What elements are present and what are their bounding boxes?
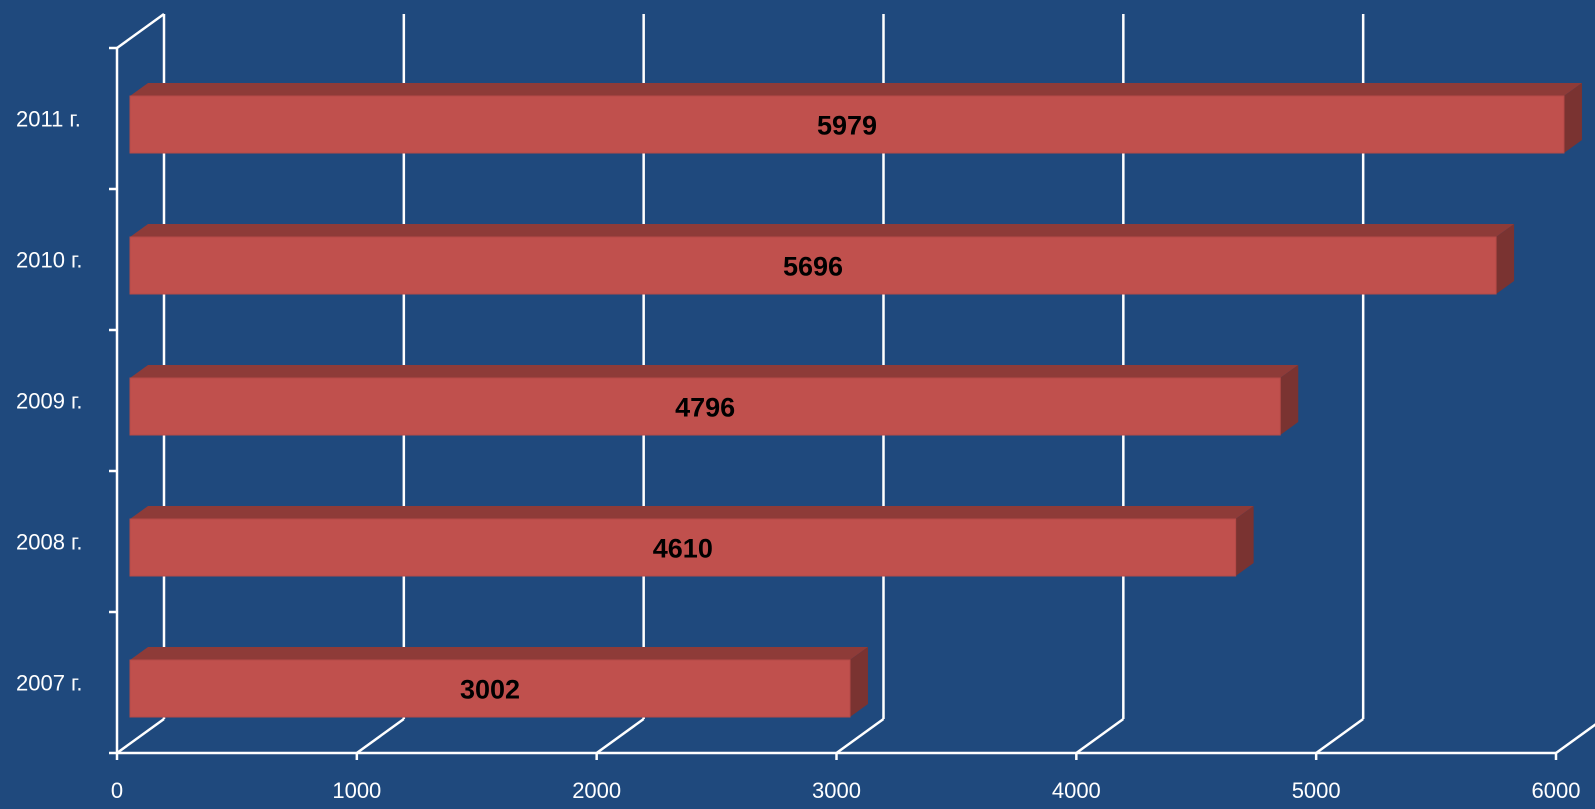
- bar: [129, 518, 1237, 577]
- bar-top-face: [130, 83, 1582, 96]
- x-tick-label: 1000: [332, 778, 381, 803]
- data-label: 4610: [653, 534, 713, 564]
- x-tick-labels: 0 1000 2000 3000 4000 5000 6000: [111, 778, 1581, 803]
- floor-gridline: [1315, 717, 1364, 755]
- data-labels: 3002 4610 4796 5696 5979: [460, 111, 877, 705]
- axes: [109, 12, 1558, 760]
- data-label: 5979: [817, 111, 877, 141]
- category-label: 2010 г.: [16, 248, 83, 273]
- category-label: 2007 г.: [16, 671, 83, 696]
- category-label: 2008 г.: [16, 530, 83, 555]
- data-label: 4796: [675, 393, 735, 423]
- bar-side-face: [1280, 365, 1299, 435]
- bar-side-face: [1496, 224, 1515, 294]
- category-labels: 2007 г. 2008 г. 2009 г. 2010 г. 2011 г.: [16, 107, 83, 696]
- bar-side-face: [1563, 83, 1582, 153]
- x-tick-label: 0: [111, 778, 123, 803]
- floor-gridline: [595, 717, 645, 755]
- wall-top-edge: [116, 12, 165, 50]
- floor-gridline: [356, 717, 405, 755]
- bar: [129, 659, 851, 718]
- category-label: 2009 г.: [16, 389, 83, 414]
- bars: [129, 83, 1582, 718]
- floor-gridline: [1075, 717, 1125, 755]
- floor-gridline: [1555, 723, 1595, 755]
- bar-top-face: [130, 647, 868, 660]
- bar: [129, 236, 1497, 295]
- x-tick-label: 5000: [1292, 778, 1341, 803]
- floor-gridline: [116, 717, 165, 755]
- x-tick-label: 6000: [1532, 778, 1581, 803]
- bar-side-face: [849, 647, 868, 717]
- floor-gridline: [835, 717, 885, 755]
- data-label: 5696: [783, 252, 843, 282]
- bar-side-face: [1235, 506, 1254, 576]
- data-label: 3002: [460, 675, 520, 705]
- bar: [129, 377, 1281, 436]
- bar-top-face: [130, 224, 1515, 237]
- x-tick-label: 4000: [1052, 778, 1101, 803]
- bar-top-face: [130, 365, 1299, 378]
- bar-top-face: [130, 506, 1254, 519]
- x-tick-label: 2000: [572, 778, 621, 803]
- category-label: 2011 г.: [16, 107, 81, 132]
- x-tick-label: 3000: [812, 778, 861, 803]
- bar: [129, 95, 1565, 154]
